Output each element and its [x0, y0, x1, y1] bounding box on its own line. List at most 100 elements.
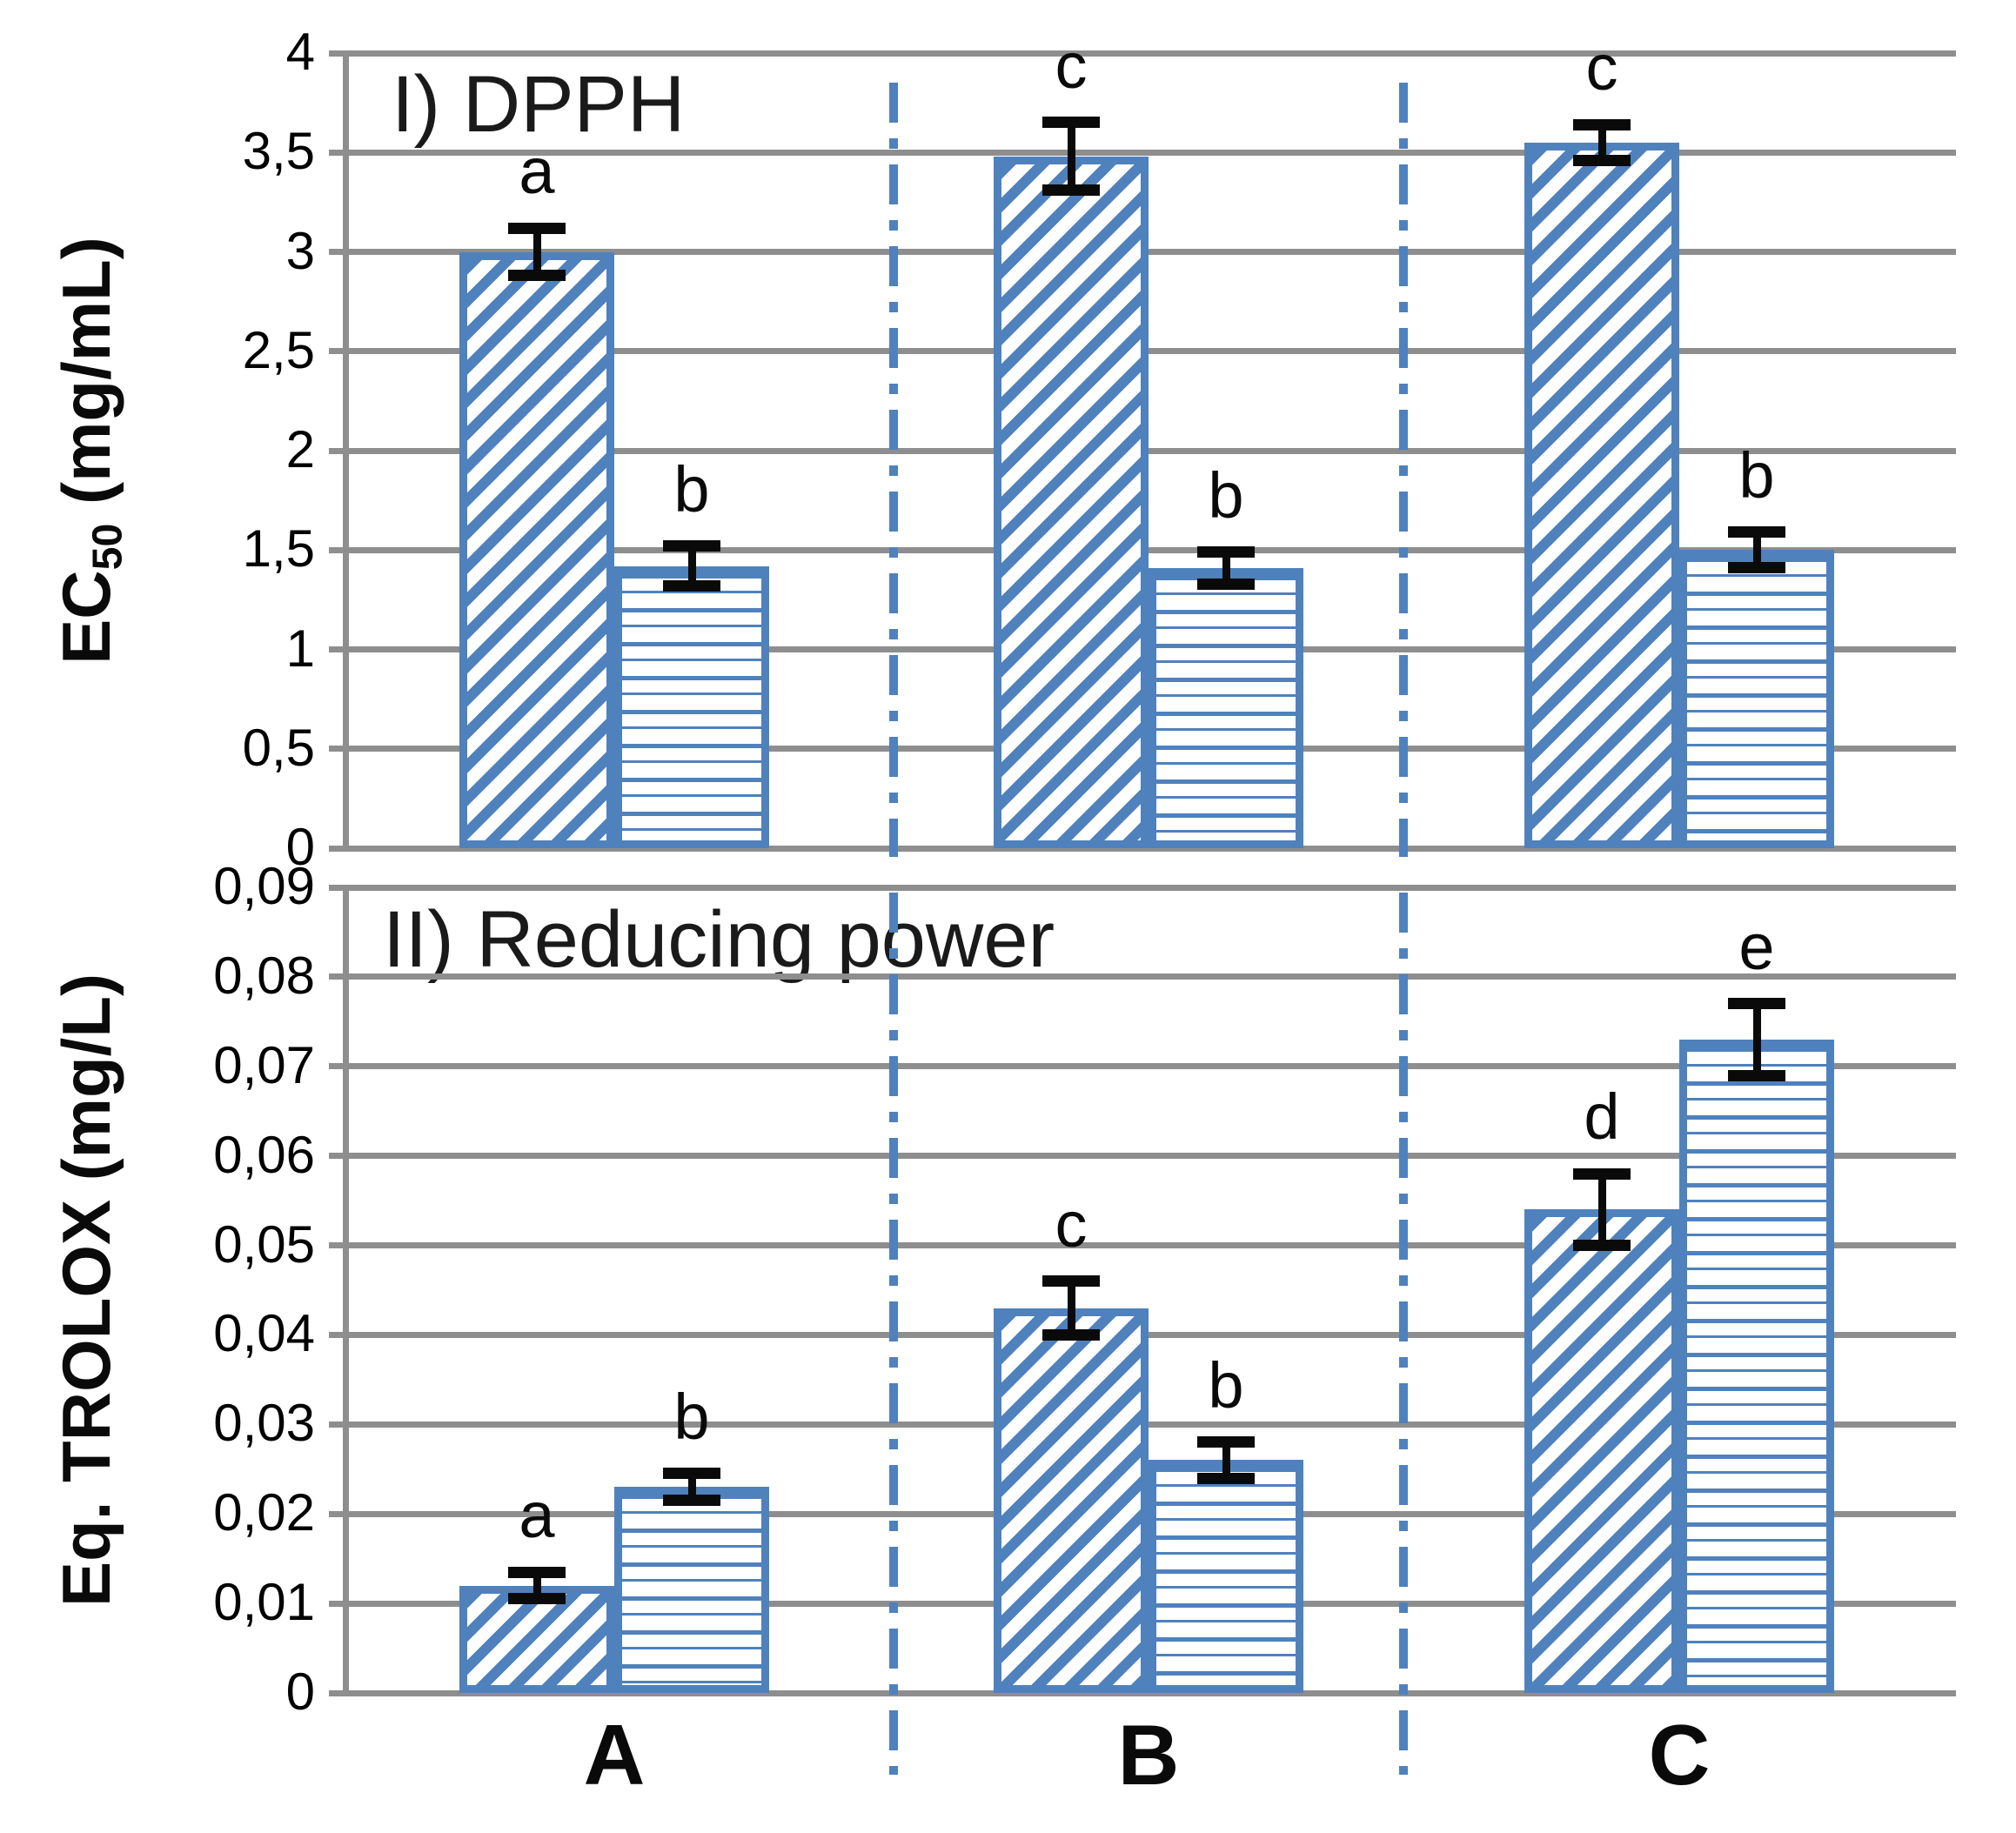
bar-diagonal-hatch [1524, 1209, 1679, 1693]
significance-letter: b [1208, 1348, 1244, 1422]
y-axis-tick [329, 973, 346, 980]
error-bar-cap-top [508, 222, 566, 234]
y-tick-label: 0,02 [213, 1483, 315, 1542]
error-bar-cap-top [1197, 1436, 1255, 1448]
y-axis-tick [329, 546, 346, 553]
y-tick-label: 0,03 [213, 1394, 315, 1453]
bar-diagonal-hatch [459, 251, 614, 848]
error-bar-cap-top [1042, 1275, 1100, 1288]
y-axis-tick [329, 845, 346, 852]
error-bar-line [687, 1473, 696, 1501]
bar-horizontal-stripe [1679, 550, 1834, 848]
significance-letter: b [673, 452, 710, 525]
significance-letter: d [1584, 1080, 1620, 1154]
y-tick-label: 0,08 [213, 946, 315, 1005]
error-bar-cap-bottom [1042, 184, 1100, 197]
significance-letter: a [519, 1479, 555, 1552]
bar-diagonal-hatch [994, 156, 1149, 848]
y-axis-tick [329, 447, 346, 454]
error-bar-cap-top [663, 1468, 720, 1480]
error-bar-cap-bottom [1042, 1328, 1100, 1341]
gridline [346, 845, 1956, 852]
error-bar-cap-bottom [1728, 1069, 1785, 1081]
significance-letter: b [1738, 438, 1775, 512]
significance-letter: a [519, 135, 555, 208]
error-bar-cap-top [508, 1566, 566, 1578]
y-axis-tick [329, 249, 346, 255]
bar-diagonal-hatch [1524, 142, 1679, 848]
error-bar-line [1597, 1174, 1606, 1246]
x-category-label: A [583, 1707, 646, 1803]
error-bar-line [1752, 532, 1761, 568]
error-bar-cap-bottom [508, 1593, 566, 1605]
y-axis-tick [329, 348, 346, 355]
y-tick-label: 1,5 [242, 519, 315, 579]
gridline [346, 249, 1956, 255]
y-axis-tick [329, 1689, 346, 1696]
error-bar-cap-bottom [663, 1495, 720, 1507]
y-axis-tick [329, 746, 346, 753]
error-bar-cap-bottom [1197, 578, 1255, 590]
error-bar-cap-bottom [508, 270, 566, 282]
y-tick-label: 0,05 [213, 1214, 315, 1274]
y-tick-label: 0,01 [213, 1573, 315, 1632]
error-bar-line [1752, 1003, 1761, 1076]
significance-letter: e [1738, 910, 1775, 983]
significance-letter: c [1055, 29, 1088, 102]
group-divider-line [889, 893, 898, 1775]
error-bar-line [1222, 1442, 1230, 1479]
error-bar-cap-bottom [1573, 154, 1631, 166]
y-axis-tick [329, 1600, 346, 1607]
y-axis-line [343, 887, 349, 1693]
error-bar-cap-bottom [1728, 562, 1785, 574]
error-bar-line [1222, 552, 1230, 585]
gridline [346, 1331, 1956, 1338]
gridline [346, 546, 1956, 553]
y-tick-label: 0,09 [213, 857, 315, 915]
error-bar-line [1067, 122, 1075, 191]
error-bar-cap-top [1573, 1167, 1631, 1180]
error-bar-line [532, 228, 541, 276]
bar-horizontal-stripe [614, 1487, 769, 1693]
gridline [346, 973, 1956, 980]
bar-diagonal-hatch [459, 1585, 614, 1693]
bar-horizontal-stripe [1149, 1460, 1303, 1693]
y-axis-tick [329, 1510, 346, 1517]
significance-letter: b [1208, 458, 1244, 532]
error-bar-cap-top [1042, 117, 1100, 129]
group-divider-line [889, 83, 898, 857]
gridline [346, 149, 1956, 156]
group-divider-line [1399, 893, 1408, 1775]
significance-letter: b [673, 1380, 710, 1453]
bar-horizontal-stripe [614, 565, 769, 848]
gridline [346, 50, 1956, 57]
error-bar-cap-top [663, 540, 720, 552]
y-axis-title-trolox: Eq. TROLOX (mg/L) [48, 973, 124, 1607]
y-axis-tick [329, 50, 346, 57]
gridline [346, 1242, 1956, 1249]
x-category-label: B [1117, 1707, 1180, 1803]
group-divider-line [1399, 83, 1408, 857]
top-panel-title: I) DPPH [392, 60, 686, 149]
y-tick-label: 0,06 [213, 1125, 315, 1184]
error-bar-line [687, 545, 696, 586]
bottom-panel-title: II) Reducing power [383, 895, 1055, 984]
x-category-label: C [1648, 1707, 1711, 1803]
significance-letter: c [1055, 1187, 1088, 1261]
y-axis-tick [329, 1242, 346, 1249]
y-tick-label: 2 [285, 420, 315, 478]
y-tick-label: 1 [285, 619, 315, 678]
y-axis-tick [329, 646, 346, 652]
y-tick-label: 3 [285, 221, 315, 280]
bar-horizontal-stripe [1149, 567, 1303, 848]
gridline [346, 1421, 1956, 1428]
bar-diagonal-hatch [994, 1308, 1149, 1693]
y-tick-label: 0,07 [213, 1035, 315, 1094]
error-bar-line [1597, 124, 1606, 161]
y-tick-label: 0 [285, 1662, 315, 1721]
error-bar-cap-top [1573, 118, 1631, 130]
bar-horizontal-stripe [1679, 1039, 1834, 1693]
gridline [346, 1153, 1956, 1160]
y-tick-label: 4 [285, 23, 315, 81]
